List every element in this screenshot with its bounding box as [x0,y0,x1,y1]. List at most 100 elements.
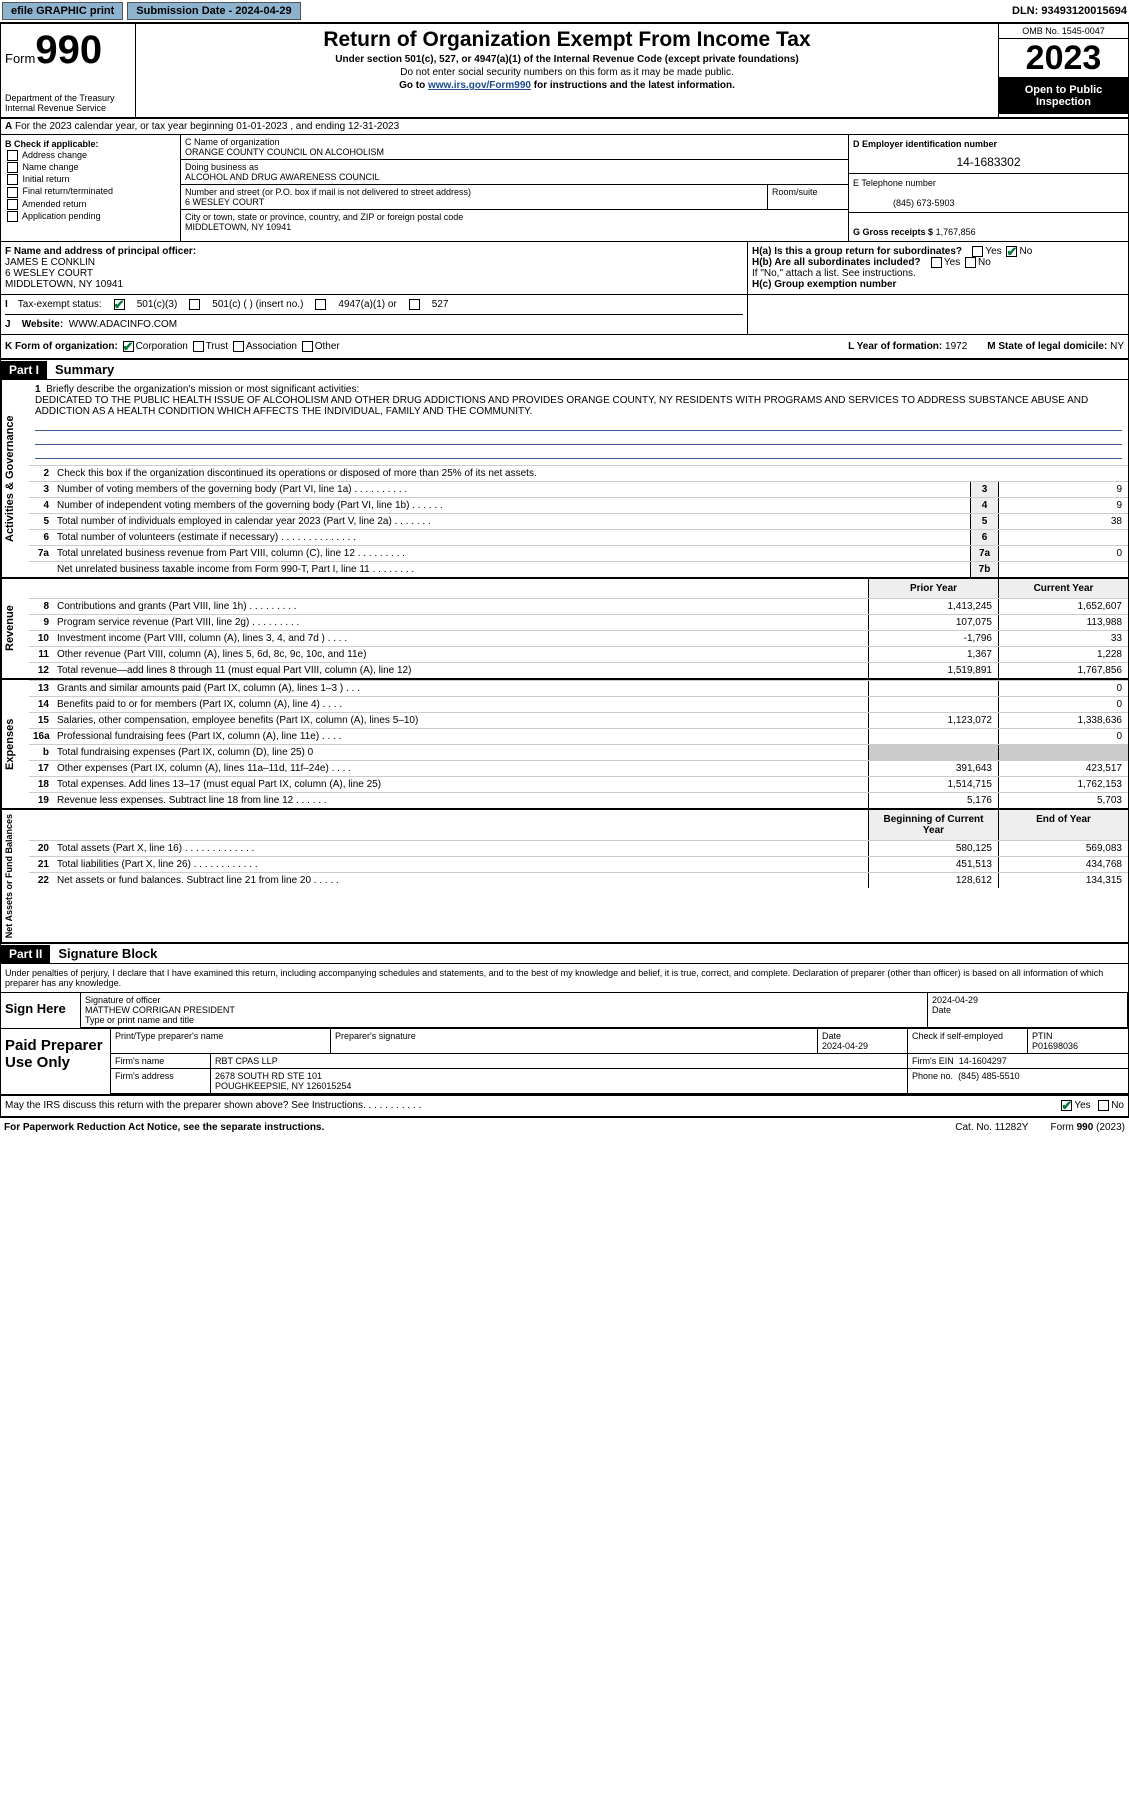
data-line: 20 Total assets (Part X, line 16) . . . … [29,840,1128,856]
yof-val: 1972 [945,341,967,352]
street-row: Number and street (or P.O. box if mail i… [181,185,848,210]
net-body: Beginning of Current Year End of Year 20… [29,810,1128,942]
chk-initial: Initial return [5,174,176,185]
gov-line: 6 Total number of volunteers (estimate i… [29,529,1128,545]
hb-yes[interactable] [931,257,942,268]
irs-link[interactable]: www.irs.gov/Form990 [428,80,531,91]
k-corp[interactable] [123,341,134,352]
ha-no[interactable] [1006,246,1017,257]
rev-section: Revenue Prior Year Current Year 8 Contri… [1,579,1128,680]
prior-year-hdr: Prior Year [868,579,998,598]
tax-year: 2023 [999,39,1128,78]
sec-f: F Name and address of principal officer:… [1,242,748,294]
dba-block: Doing business as ALCOHOL AND DRUG AWARE… [181,160,848,185]
i-501c[interactable] [189,299,200,310]
ptin-val: P01698036 [1032,1041,1078,1051]
sig-name: MATTHEW CORRIGAN PRESIDENT [85,1005,235,1015]
data-line: 21 Total liabilities (Part X, line 26) .… [29,856,1128,872]
header-left: Form990 Department of the Treasury Inter… [1,24,136,117]
data-line: 11 Other revenue (Part VIII, column (A),… [29,646,1128,662]
form-label: Form [5,51,35,66]
data-line: 16a Professional fundraising fees (Part … [29,728,1128,744]
k-assoc[interactable] [233,341,244,352]
faddr-val: 2678 SOUTH RD STE 101 [215,1071,322,1081]
ein-block: D Employer identification number 14-1683… [849,135,1128,174]
gov-line: 2 Check this box if the organization dis… [29,465,1128,481]
pdate-lbl: Date [822,1031,841,1041]
firm-lbl: Firm's name [111,1054,211,1068]
data-line: 10 Investment income (Part VIII, column … [29,630,1128,646]
i-4947[interactable] [315,299,326,310]
city-val: MIDDLETOWN, NY 10941 [185,222,291,232]
room-block: Room/suite [768,185,848,209]
gov-line: 7a Total unrelated business revenue from… [29,545,1128,561]
signature-block: Under penalties of perjury, I declare th… [1,964,1128,1095]
chk-name: Name change [5,162,176,173]
discuss-no[interactable] [1098,1100,1109,1111]
data-line: 15 Salaries, other compensation, employe… [29,712,1128,728]
i-501c3[interactable] [114,299,125,310]
hb2-txt: If "No," attach a list. See instructions… [752,268,1124,279]
section-ij: I Tax-exempt status: 501(c)(3) 501(c) ( … [1,295,1128,335]
k-other[interactable] [302,341,313,352]
gov-section: Activities & Governance 1 Briefly descri… [1,380,1128,579]
gov-line: 4 Number of independent voting members o… [29,497,1128,513]
prep-right: Print/Type preparer's name Preparer's si… [111,1029,1128,1094]
rev-body: Prior Year Current Year 8 Contributions … [29,579,1128,678]
firm-val: RBT CPAS LLP [211,1054,908,1068]
pname-lbl: Print/Type preparer's name [111,1029,331,1053]
data-line: 22 Net assets or fund balances. Subtract… [29,872,1128,888]
col-c: C Name of organization ORANGE COUNTY COU… [181,135,848,241]
data-line: 17 Other expenses (Part IX, column (A), … [29,760,1128,776]
sub3-pre: Go to [399,80,428,91]
header-sub2: Do not enter social security numbers on … [140,67,994,78]
sub3-post: for instructions and the latest informat… [531,80,735,91]
eoy-hdr: End of Year [998,810,1128,840]
hb-no[interactable] [965,257,976,268]
phone-val: (845) 485-5510 [958,1071,1020,1081]
efile-button[interactable]: efile GRAPHIC print [2,2,123,20]
i-lbl: Tax-exempt status: [18,299,102,310]
sig-date: 2024-04-29 [932,995,978,1005]
dom-val: NY [1110,341,1124,352]
tel-block: E Telephone number (845) 673-5903 [849,174,1128,213]
fein-lbl: Firm's EIN [912,1056,954,1066]
part2-badge: Part II [1,945,50,963]
subdate-button[interactable]: Submission Date - 2024-04-29 [127,2,300,20]
data-line: 18 Total expenses. Add lines 13–17 (must… [29,776,1128,792]
gov-line: Net unrelated business taxable income fr… [29,561,1128,577]
part1-header: Part I Summary [1,360,1128,380]
sec-h: H(a) Is this a group return for subordin… [748,242,1128,294]
part2-title: Signature Block [50,944,165,963]
section-k: K Form of organization: Corporation Trus… [1,335,1128,360]
pdate-val: 2024-04-29 [822,1041,868,1051]
mission-ul2 [35,433,1122,445]
ha-lbl: H(a) Is this a group return for subordin… [752,246,962,257]
row-a: A For the 2023 calendar year, or tax yea… [1,119,1128,135]
data-line: 14 Benefits paid to or for members (Part… [29,696,1128,712]
prep-lbl: Paid Preparer Use Only [1,1029,111,1094]
dba-name: ALCOHOL AND DRUG AWARENESS COUNCIL [185,172,380,182]
i-527[interactable] [409,299,420,310]
ha-yes[interactable] [972,246,983,257]
faddr-lbl: Firm's address [111,1069,211,1093]
data-line: 9 Program service revenue (Part VIII, li… [29,614,1128,630]
pra-text: For Paperwork Reduction Act Notice, see … [4,1122,324,1133]
hb-lbl: H(b) Are all subordinates included? [752,257,921,268]
fein-val: 14-1604297 [959,1056,1007,1066]
city-lbl: City or town, state or province, country… [185,212,463,222]
k-trust[interactable] [193,341,204,352]
section-fgh: F Name and address of principal officer:… [1,242,1128,295]
header-right: OMB No. 1545-0047 2023 Open to Public In… [998,24,1128,117]
mission-ln: 1 [35,384,41,395]
header-sub1: Under section 501(c), 527, or 4947(a)(1)… [140,54,994,65]
gov-line: 5 Total number of individuals employed i… [29,513,1128,529]
mission-ul3 [35,447,1122,459]
k-lbl: K Form of organization: [5,341,118,352]
chk-final: Final return/terminated [5,186,176,197]
discuss-yes[interactable] [1061,1100,1072,1111]
mission-lbl: Briefly describe the organization's miss… [46,384,359,395]
header-sub3: Go to www.irs.gov/Form990 for instructio… [140,80,994,91]
section-bc: B Check if applicable: Address change Na… [1,135,1128,242]
type-lbl: Type or print name and title [85,1015,194,1025]
